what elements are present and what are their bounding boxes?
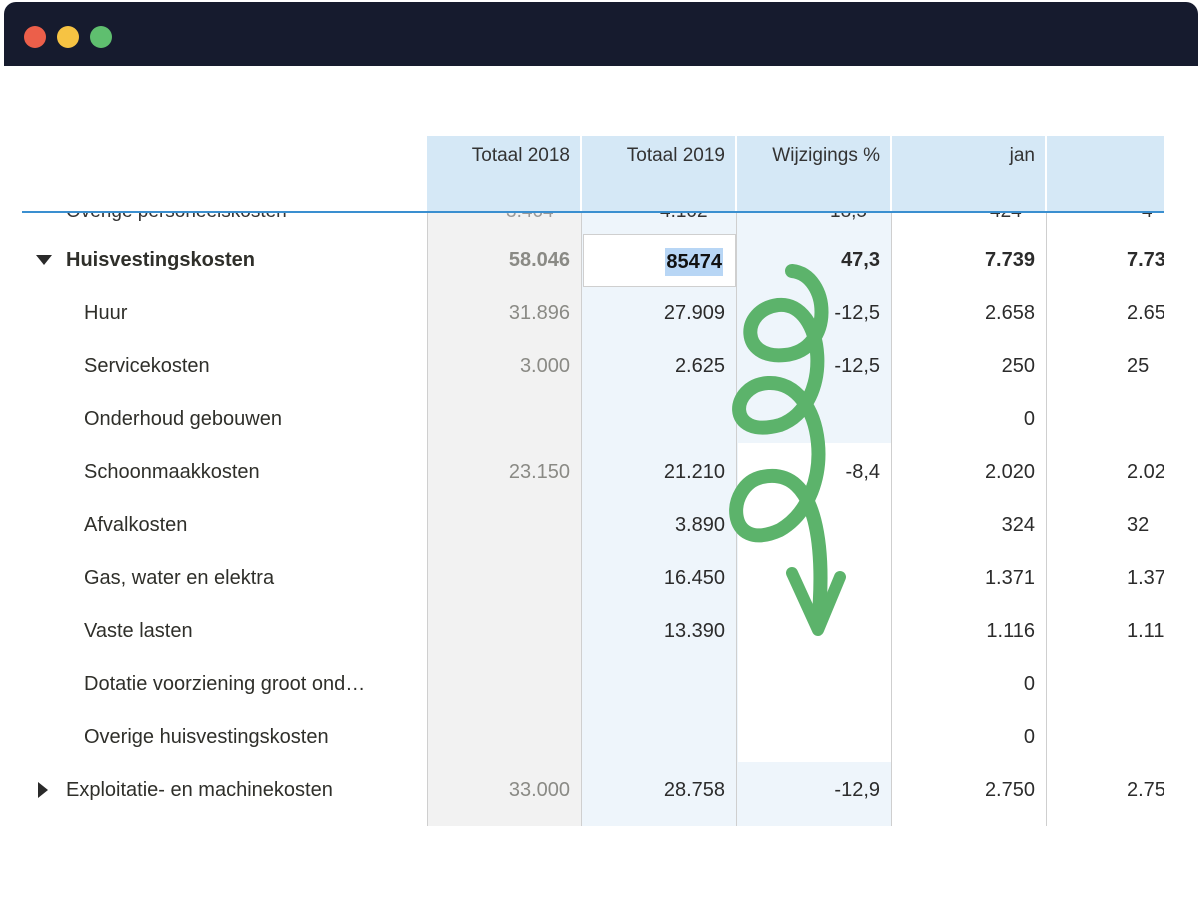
cell-totaal-2018: [427, 499, 582, 552]
column-header-jan[interactable]: jan: [892, 136, 1047, 212]
column-header-wijzigings[interactable]: Wijzigings %: [737, 136, 892, 212]
cell-jan[interactable]: 1.371: [984, 567, 1035, 589]
table-row[interactable]: Gas, water en elektra 16.450 1.371 1.37: [0, 552, 1164, 605]
cell-totaal-2019[interactable]: 3.890: [674, 514, 725, 536]
maximize-window-button[interactable]: [90, 26, 112, 48]
cell-totaal-2019[interactable]: [582, 658, 737, 711]
cell-jan[interactable]: 250: [1001, 355, 1035, 377]
cell-jan[interactable]: 2.658: [984, 302, 1035, 324]
cell-feb: 7.73: [1127, 249, 1164, 271]
cell-feb[interactable]: 1.11: [1127, 620, 1164, 642]
cell-totaal-2019[interactable]: 13.390: [663, 620, 725, 642]
column-bg-totaal-2018: [427, 136, 582, 826]
window-titlebar: [4, 2, 1198, 66]
cell-totaal-2018: 3.464: [506, 213, 554, 223]
cell-totaal-2018: 31.896: [508, 302, 570, 324]
row-label: Overige personeelskosten: [66, 213, 287, 223]
cell-edit-input[interactable]: 85474: [583, 234, 736, 287]
cell-totaal-2018: 58.046: [508, 249, 570, 271]
table-row[interactable]: Vaste lasten 13.390 1.116 1.11: [0, 605, 1164, 658]
cell-feb[interactable]: [1047, 711, 1164, 764]
cell-wijzigings: -12,9: [834, 779, 880, 801]
cell-feb[interactable]: 1.37: [1127, 567, 1164, 589]
expand-triangle-icon[interactable]: [38, 782, 48, 798]
row-label: Schoonmaakkosten: [84, 461, 260, 483]
cell-feb[interactable]: 25: [1127, 355, 1150, 377]
cell-totaal-2018: [427, 393, 582, 446]
cell-jan[interactable]: 2.750: [984, 779, 1035, 801]
budget-grid: Totaal 2018 Totaal 2019 Wijzigings % jan…: [0, 66, 1200, 900]
cell-totaal-2019[interactable]: 21.210: [663, 461, 725, 483]
cell-feb[interactable]: 2.02: [1127, 461, 1164, 483]
row-label: Onderhoud gebouwen: [84, 408, 282, 430]
table-row[interactable]: Dotatie voorziening groot ond… 0: [0, 658, 1164, 711]
cell-totaal-2018: [427, 605, 582, 658]
row-label: Servicekosten: [84, 355, 210, 377]
table-row[interactable]: Onderhoud gebouwen 0: [0, 393, 1164, 446]
cell-wijzigings: [737, 711, 892, 764]
cell-wijzigings: 18,5: [830, 213, 867, 223]
cell-totaal-2018: 23.150: [508, 461, 570, 483]
row-label: Gas, water en elektra: [84, 567, 275, 589]
cell-jan[interactable]: 0: [1023, 673, 1035, 695]
cell-wijzigings: -12,5: [834, 355, 880, 377]
row-label: Overige huisvestingskosten: [84, 726, 329, 748]
cell-totaal-2019[interactable]: 2.625: [674, 355, 725, 377]
row-label: Vaste lasten: [84, 620, 193, 642]
cell-totaal-2018: 33.000: [508, 779, 570, 801]
cell-jan[interactable]: 324: [1001, 514, 1035, 536]
column-bg-jan: [892, 136, 1047, 826]
cell-totaal-2019[interactable]: 27.909: [663, 302, 725, 324]
row-label: Exploitatie- en machinekosten: [66, 779, 333, 801]
column-header-feb[interactable]: f: [1047, 136, 1176, 212]
cell-jan[interactable]: 1.116: [986, 620, 1035, 642]
cell-feb[interactable]: [1047, 658, 1164, 711]
cell-totaal-2018: [427, 658, 582, 711]
cell-totaal-2019[interactable]: 16.450: [663, 567, 725, 589]
table-row-partial: Overige personeelskosten 3.464 4.102 18,…: [22, 213, 1164, 223]
close-window-button[interactable]: [24, 26, 46, 48]
table-row[interactable]: Overige huisvestingskosten 0: [0, 711, 1164, 764]
cell-totaal-2018: [427, 552, 582, 605]
collapse-triangle-icon[interactable]: [36, 255, 52, 265]
cell-jan[interactable]: 2.020: [984, 461, 1035, 483]
column-header-totaal-2018[interactable]: Totaal 2018: [427, 136, 582, 212]
table-row[interactable]: Huisvestingskosten 58.046 85474 47,3 7.7…: [0, 234, 1164, 287]
cell-totaal-2019: 4.102: [660, 213, 708, 223]
cell-wijzigings: [737, 658, 892, 711]
cell-wijzigings: -12,5: [834, 302, 880, 324]
table-row[interactable]: Schoonmaakkosten 23.150 21.210 -8,4 2.02…: [0, 446, 1164, 499]
table-row[interactable]: Afvalkosten 3.890 324 32: [0, 499, 1164, 552]
cell-jan[interactable]: 0: [1023, 726, 1035, 748]
cell-wijzigings: 47,3: [841, 249, 880, 271]
cell-feb[interactable]: 32: [1127, 514, 1150, 536]
cell-jan[interactable]: 0: [1023, 408, 1035, 430]
header-divider: [22, 211, 1164, 213]
row-label: Huur: [84, 302, 128, 324]
table-row[interactable]: Exploitatie- en machinekosten 33.000 28.…: [0, 764, 1164, 817]
cell-feb: 4: [1142, 213, 1153, 223]
minimize-window-button[interactable]: [57, 26, 79, 48]
row-label: Huisvestingskosten: [66, 249, 255, 271]
cell-totaal-2019[interactable]: [582, 711, 737, 764]
cell-jan: 7.739: [984, 249, 1035, 271]
selected-value[interactable]: 85474: [665, 248, 723, 276]
cell-feb[interactable]: [1047, 393, 1164, 446]
spiral-arrow-icon: [729, 264, 846, 636]
cell-feb[interactable]: 2.65: [1127, 302, 1164, 324]
cell-totaal-2019[interactable]: 28.758: [663, 779, 725, 801]
cell-jan: 424: [990, 213, 1022, 223]
right-clip: [1164, 66, 1200, 900]
row-label: Afvalkosten: [84, 514, 188, 536]
cell-totaal-2018: [427, 711, 582, 764]
column-bg-feb: [1047, 136, 1164, 826]
row-label: Dotatie voorziening groot ond…: [84, 673, 366, 695]
cell-totaal-2018: 3.000: [519, 355, 570, 377]
cell-feb[interactable]: 2.75: [1127, 779, 1164, 801]
table-row[interactable]: Servicekosten 3.000 2.625 -12,5 250 25: [0, 340, 1164, 393]
column-header-totaal-2019[interactable]: Totaal 2019: [582, 136, 737, 212]
table-row[interactable]: Huur 31.896 27.909 -12,5 2.658 2.65: [0, 287, 1164, 340]
cell-wijzigings: -8,4: [845, 461, 880, 483]
